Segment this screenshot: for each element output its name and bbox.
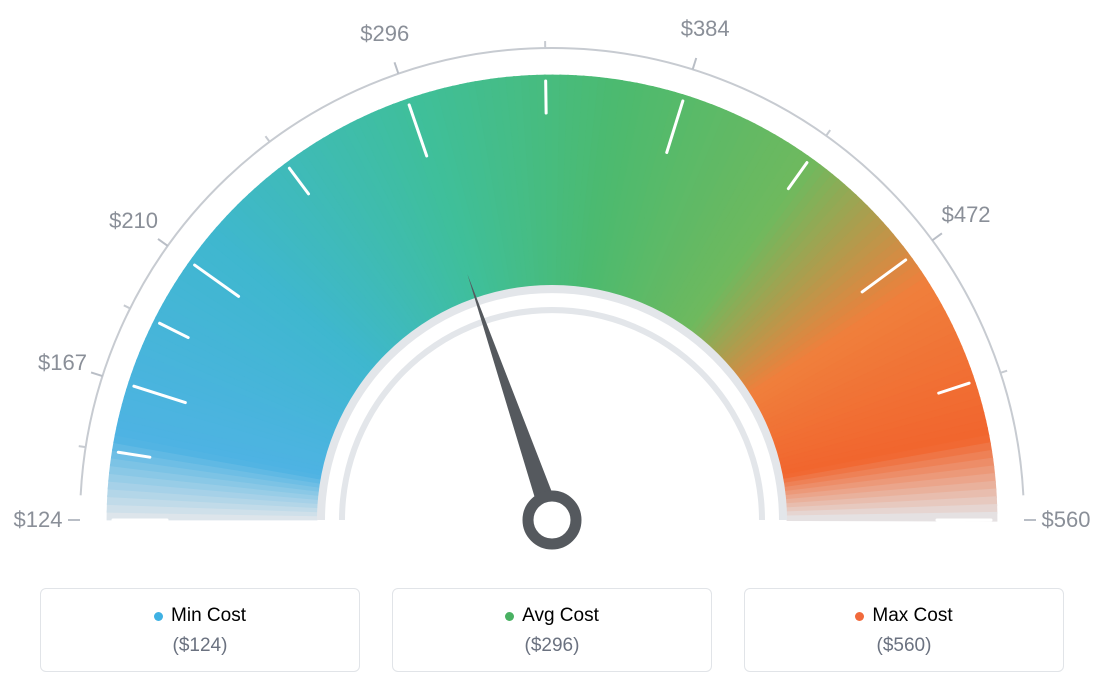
- legend-dot-avg: [505, 612, 514, 621]
- gauge-tick-label: $124: [14, 507, 63, 533]
- gauge-tick-label: $167: [38, 350, 87, 376]
- legend-card-max: Max Cost ($560): [744, 588, 1064, 672]
- legend-label-avg: Avg Cost: [522, 605, 599, 627]
- gauge-tick-label: $472: [942, 202, 991, 228]
- legend-label-min: Min Cost: [171, 605, 246, 627]
- legend-value-min: ($124): [59, 635, 341, 657]
- legend-card-min: Min Cost ($124): [40, 588, 360, 672]
- legend-dot-min: [154, 612, 163, 621]
- legend-label-max: Max Cost: [872, 605, 952, 627]
- gauge-tick-label: $384: [681, 16, 730, 42]
- gauge-tick-label: $296: [360, 21, 409, 47]
- cost-gauge-widget: $124 $167 $210 $296 $384 $472 $560 Min Cost ($…: [0, 0, 1104, 690]
- legend-dot-max: [855, 612, 864, 621]
- legend-card-avg: Avg Cost ($296): [392, 588, 712, 672]
- legend-value-max: ($560): [763, 635, 1045, 657]
- gauge-tick-label: $210: [109, 208, 158, 234]
- legend-row: Min Cost ($124) Avg Cost ($296) Max Cost…: [0, 588, 1104, 672]
- legend-value-avg: ($296): [411, 635, 693, 657]
- gauge-chart: $124 $167 $210 $296 $384 $472 $560: [0, 0, 1104, 570]
- gauge-tick-label: $560: [1042, 507, 1091, 533]
